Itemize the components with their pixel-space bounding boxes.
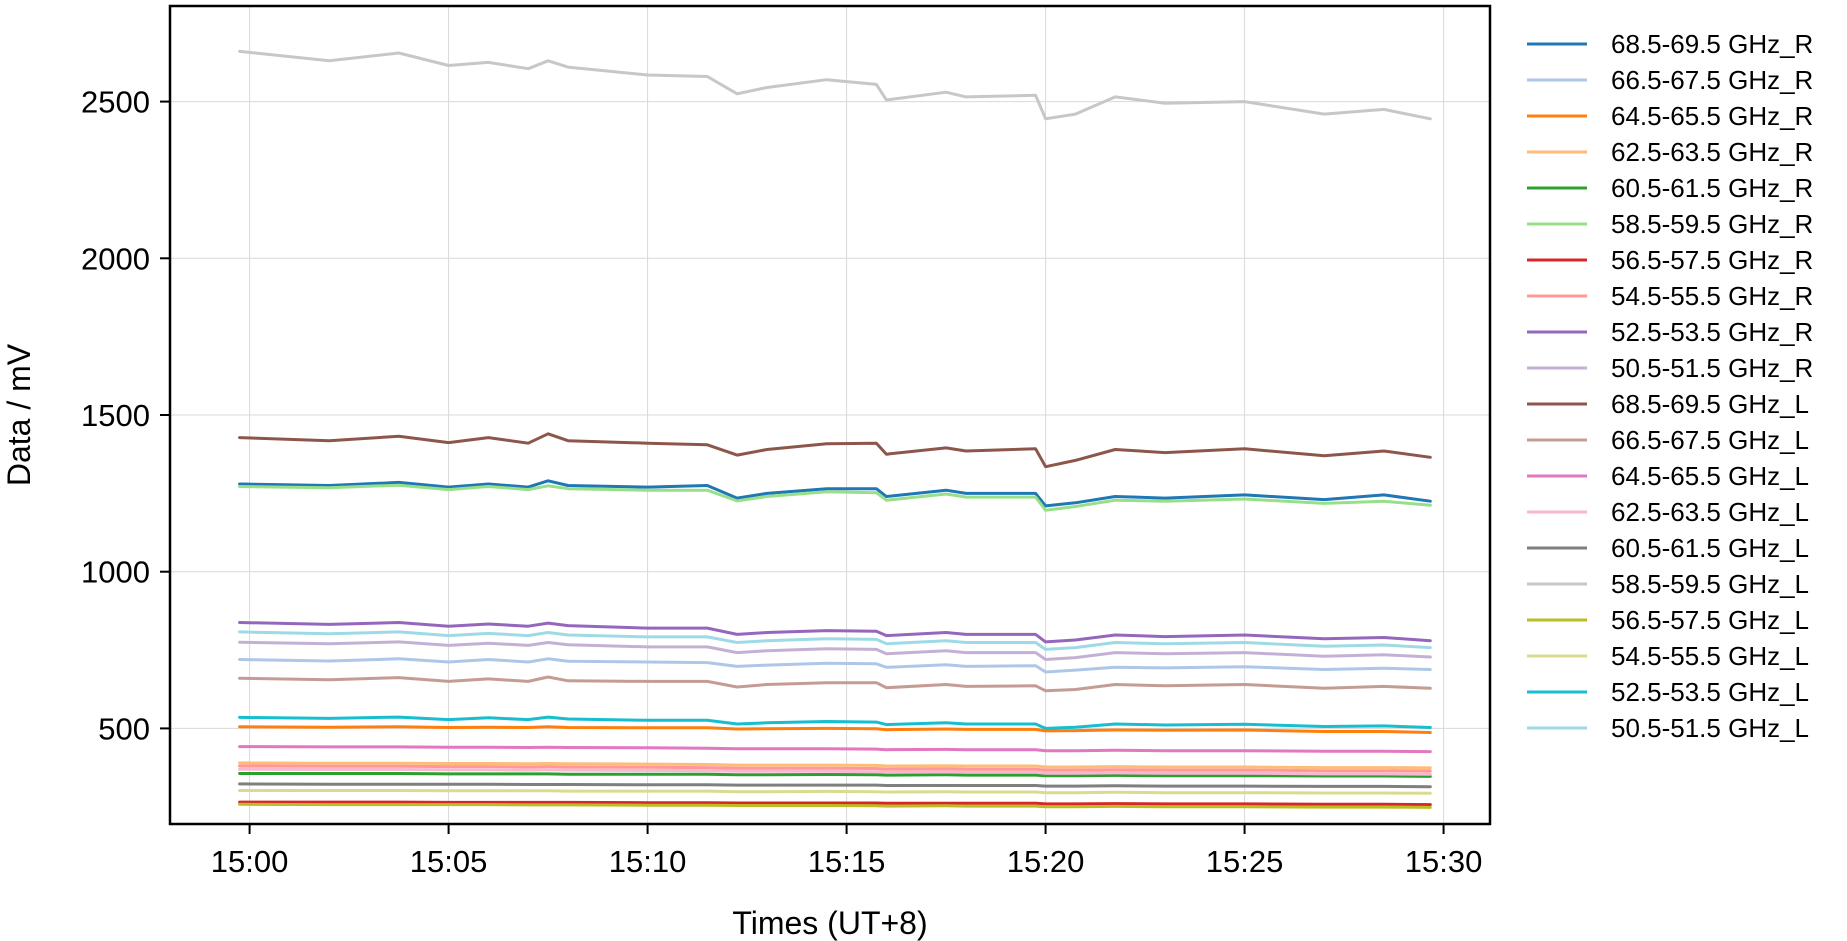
x-tick-label: 15:20: [1007, 844, 1085, 879]
series-line-16: [238, 802, 1432, 809]
legend-label: 64.5-65.5 GHz_L: [1611, 461, 1809, 491]
y-axis-label: Data / mV: [1, 343, 37, 486]
series-line-11: [238, 675, 1432, 693]
series-line-9: [238, 640, 1432, 661]
x-tick-label: 15:00: [211, 844, 289, 879]
x-tick-label: 15:05: [410, 844, 488, 879]
legend-label: 52.5-53.5 GHz_L: [1611, 677, 1809, 707]
y-axis-ticks: 500 1000 1500 2000 2500: [81, 85, 170, 746]
y-tick-label: 2000: [81, 241, 150, 276]
y-tick-label: 1500: [81, 398, 150, 433]
series-line-12: [238, 745, 1432, 754]
series-line-2: [238, 725, 1432, 734]
series-line-14: [238, 782, 1432, 789]
legend-label: 62.5-63.5 GHz_R: [1611, 137, 1813, 167]
legend-label: 54.5-55.5 GHz_L: [1611, 641, 1809, 671]
legend-label: 60.5-61.5 GHz_L: [1611, 533, 1809, 563]
series-line-6: [238, 800, 1432, 807]
legend-label: 50.5-51.5 GHz_R: [1611, 353, 1813, 383]
legend-label: 58.5-59.5 GHz_L: [1611, 569, 1809, 599]
legend-label: 52.5-53.5 GHz_R: [1611, 317, 1813, 347]
y-tick-label: 2500: [81, 85, 150, 120]
series-line-5: [238, 483, 1432, 512]
x-axis-label: Times (UT+8): [732, 905, 927, 941]
legend-label: 68.5-69.5 GHz_R: [1611, 29, 1813, 59]
legend-label: 58.5-59.5 GHz_R: [1611, 209, 1813, 239]
legend-label: 56.5-57.5 GHz_R: [1611, 245, 1813, 275]
legend: 68.5-69.5 GHz_R 66.5-67.5 GHz_R 64.5-65.5 …: [1527, 29, 1813, 743]
grid-layer: [170, 6, 1490, 824]
legend-label: 62.5-63.5 GHz_L: [1611, 497, 1809, 527]
legend-label: 68.5-69.5 GHz_L: [1611, 389, 1809, 419]
legend-label: 66.5-67.5 GHz_R: [1611, 65, 1813, 95]
series-line-1: [238, 657, 1432, 674]
series-layer: [238, 49, 1432, 809]
series-line-7: [238, 764, 1432, 773]
series-line-8: [238, 621, 1432, 644]
x-tick-label: 15:10: [609, 844, 687, 879]
x-tick-label: 15:25: [1206, 844, 1284, 879]
y-tick-label: 1000: [81, 555, 150, 590]
x-tick-label: 15:15: [808, 844, 886, 879]
series-line-17: [238, 789, 1432, 795]
legend-label: 60.5-61.5 GHz_R: [1611, 173, 1813, 203]
series-line-4: [238, 772, 1432, 778]
series-line-18: [238, 715, 1432, 730]
x-tick-label: 15:30: [1405, 844, 1483, 879]
x-axis-ticks: 15:00 15:05 15:10 15:15 15:20 15:25 15:30: [211, 824, 1483, 879]
series-line-13: [238, 767, 1432, 776]
series-line-15: [238, 49, 1432, 121]
legend-label: 56.5-57.5 GHz_L: [1611, 605, 1809, 635]
series-line-10: [238, 432, 1432, 469]
legend-label: 64.5-65.5 GHz_R: [1611, 101, 1813, 131]
series-line-0: [238, 479, 1432, 508]
legend-label: 66.5-67.5 GHz_L: [1611, 425, 1809, 455]
series-line-3: [238, 761, 1432, 770]
series-line-19: [238, 630, 1432, 651]
legend-label: 50.5-51.5 GHz_L: [1611, 713, 1809, 743]
legend-label: 54.5-55.5 GHz_R: [1611, 281, 1813, 311]
y-tick-label: 500: [98, 711, 150, 746]
